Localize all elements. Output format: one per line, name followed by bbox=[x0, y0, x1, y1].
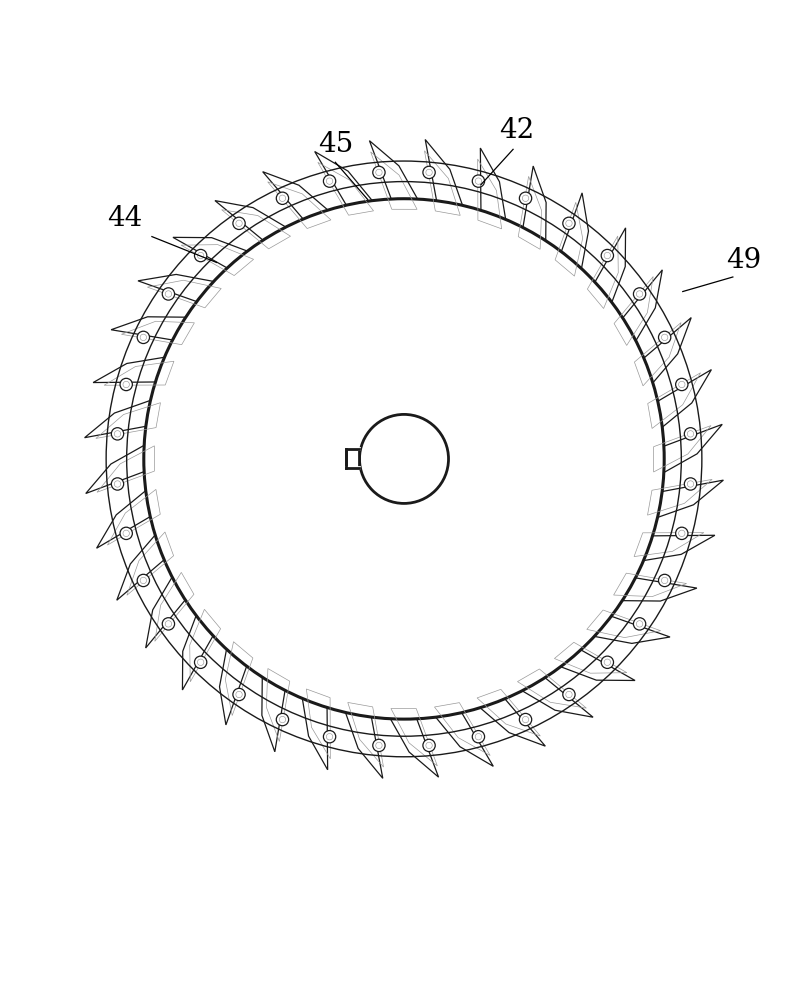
Circle shape bbox=[112, 478, 124, 490]
Polygon shape bbox=[183, 616, 213, 690]
Polygon shape bbox=[112, 317, 186, 340]
Circle shape bbox=[162, 288, 175, 300]
Circle shape bbox=[112, 428, 124, 440]
Circle shape bbox=[137, 331, 149, 344]
Circle shape bbox=[684, 478, 696, 490]
Text: 49: 49 bbox=[726, 247, 761, 274]
Polygon shape bbox=[595, 616, 670, 643]
Circle shape bbox=[323, 731, 336, 743]
Circle shape bbox=[472, 175, 485, 187]
Polygon shape bbox=[85, 400, 150, 438]
Polygon shape bbox=[436, 713, 494, 766]
Circle shape bbox=[472, 731, 485, 743]
Polygon shape bbox=[173, 237, 247, 268]
Text: 45: 45 bbox=[318, 131, 353, 158]
Circle shape bbox=[563, 217, 575, 229]
Polygon shape bbox=[480, 699, 545, 746]
Polygon shape bbox=[664, 424, 722, 473]
Circle shape bbox=[323, 175, 336, 187]
Polygon shape bbox=[658, 370, 711, 427]
Circle shape bbox=[659, 331, 671, 344]
Polygon shape bbox=[220, 649, 246, 725]
Circle shape bbox=[137, 574, 149, 587]
Polygon shape bbox=[595, 228, 625, 302]
Circle shape bbox=[372, 166, 385, 179]
Circle shape bbox=[360, 414, 448, 503]
Circle shape bbox=[144, 199, 664, 719]
Circle shape bbox=[233, 688, 245, 701]
Polygon shape bbox=[314, 152, 372, 205]
Polygon shape bbox=[390, 719, 439, 777]
Circle shape bbox=[633, 288, 646, 300]
Circle shape bbox=[423, 166, 436, 179]
Text: 44: 44 bbox=[107, 205, 143, 232]
Circle shape bbox=[120, 527, 133, 540]
Circle shape bbox=[520, 192, 532, 204]
Polygon shape bbox=[425, 140, 462, 205]
Circle shape bbox=[520, 713, 532, 726]
Polygon shape bbox=[622, 578, 696, 601]
Polygon shape bbox=[86, 445, 144, 493]
Circle shape bbox=[659, 574, 671, 587]
Polygon shape bbox=[523, 166, 546, 241]
Circle shape bbox=[601, 249, 613, 262]
Circle shape bbox=[276, 713, 288, 726]
Circle shape bbox=[684, 428, 696, 440]
Circle shape bbox=[120, 378, 133, 391]
Circle shape bbox=[372, 739, 385, 752]
Circle shape bbox=[233, 217, 245, 229]
Polygon shape bbox=[481, 148, 506, 219]
Polygon shape bbox=[643, 535, 715, 561]
Polygon shape bbox=[138, 274, 213, 302]
Circle shape bbox=[276, 192, 288, 204]
Circle shape bbox=[633, 618, 646, 630]
Polygon shape bbox=[302, 698, 327, 770]
Polygon shape bbox=[623, 270, 663, 341]
Polygon shape bbox=[644, 318, 691, 383]
Polygon shape bbox=[93, 357, 165, 383]
Polygon shape bbox=[97, 491, 150, 548]
Polygon shape bbox=[263, 172, 328, 219]
Circle shape bbox=[601, 656, 613, 668]
Polygon shape bbox=[145, 577, 185, 648]
Polygon shape bbox=[215, 201, 286, 240]
Circle shape bbox=[675, 378, 688, 391]
Polygon shape bbox=[658, 480, 723, 517]
Polygon shape bbox=[562, 193, 588, 269]
Circle shape bbox=[675, 527, 688, 540]
Circle shape bbox=[563, 688, 575, 701]
Text: 42: 42 bbox=[499, 117, 535, 144]
Polygon shape bbox=[346, 712, 383, 778]
Circle shape bbox=[423, 739, 436, 752]
Polygon shape bbox=[369, 141, 418, 199]
Bar bbox=[347, 449, 360, 468]
Circle shape bbox=[195, 656, 207, 668]
Polygon shape bbox=[117, 535, 164, 600]
Polygon shape bbox=[262, 677, 285, 752]
Polygon shape bbox=[522, 678, 593, 717]
Circle shape bbox=[162, 618, 175, 630]
Polygon shape bbox=[561, 650, 635, 680]
Circle shape bbox=[195, 249, 207, 262]
